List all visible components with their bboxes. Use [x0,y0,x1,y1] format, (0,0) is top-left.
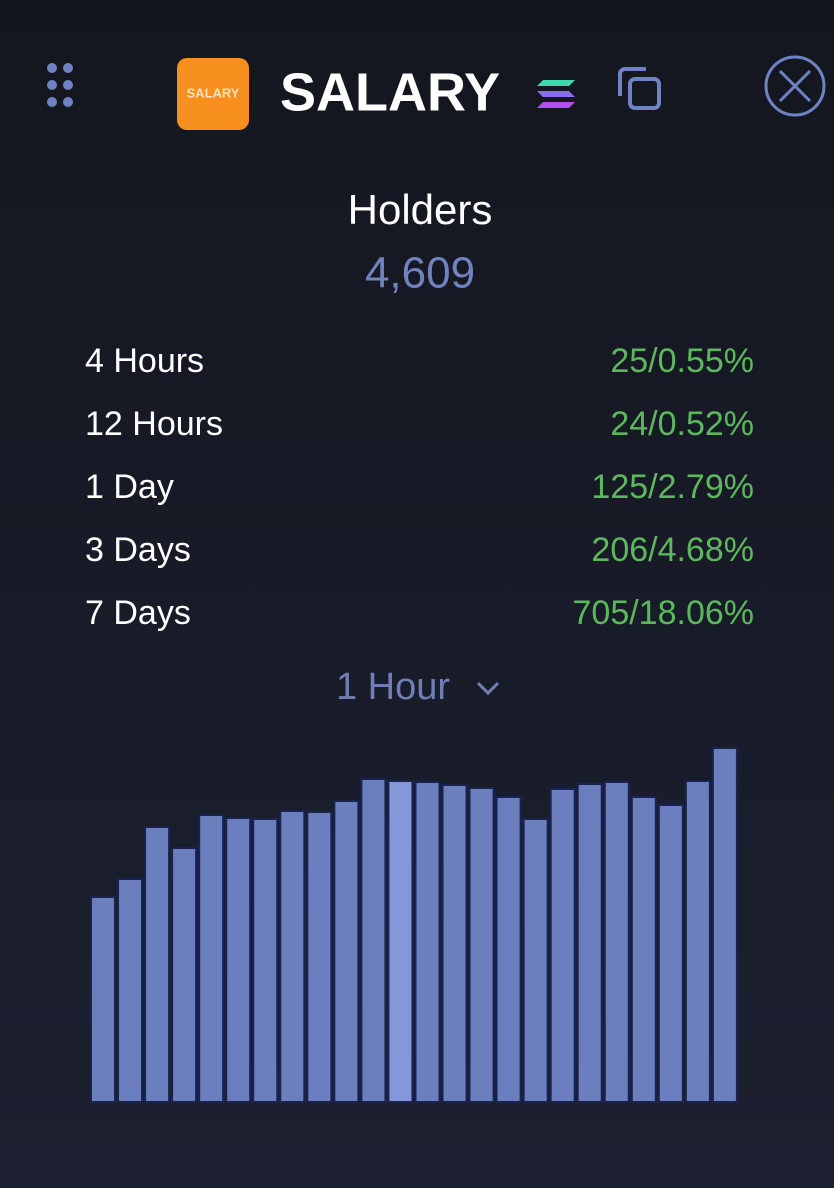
bar-chart [90,747,738,1103]
bar [414,781,441,1103]
bar [630,796,657,1103]
bar [90,896,116,1103]
bar [279,810,306,1103]
stats: 4 Hours 25/0.55% 12 Hours 24/0.52% 1 Day 125/… [85,342,754,632]
copy-icon[interactable] [618,67,661,110]
token-title: SALARY [280,62,500,122]
close-button[interactable] [764,55,826,117]
interval-selector[interactable]: 1 Hour [336,666,500,708]
bar [198,814,225,1103]
stat-period: 4 Hours [85,342,204,380]
bar [468,787,495,1103]
bar [549,788,576,1103]
bar [603,781,630,1103]
stat-change: 24/0.52% [610,405,754,443]
stat-change: 125/2.79% [591,468,754,506]
holders-label: Holders [348,186,493,233]
token-icon-text: SALARY [187,85,240,100]
stat-period: 3 Days [85,531,191,569]
bar [171,847,198,1103]
bar [657,804,684,1103]
interval-label: 1 Hour [336,666,450,708]
bar [576,783,603,1103]
stat-change: 705/18.06% [573,594,755,632]
bar [387,780,414,1103]
chain-icon [537,80,575,108]
stat-period: 7 Days [85,594,191,632]
bar [522,818,549,1103]
chevron [476,681,500,696]
bar [684,780,711,1103]
bar [252,818,279,1103]
bar [144,826,171,1103]
bar [711,747,738,1103]
bar [333,800,360,1103]
token-icon [177,58,249,130]
holders-value: 4,609 [365,249,475,298]
bar [495,796,522,1103]
bar [360,778,387,1103]
menu-icon[interactable] [47,63,73,107]
bar [225,817,252,1103]
stat-change: 206/4.68% [591,531,754,569]
bar [306,811,333,1103]
stat-period: 1 Day [85,468,174,506]
stat-change: 25/0.55% [610,342,754,380]
bar [441,784,468,1103]
bar [117,878,144,1103]
stat-period: 12 Hours [85,405,223,443]
